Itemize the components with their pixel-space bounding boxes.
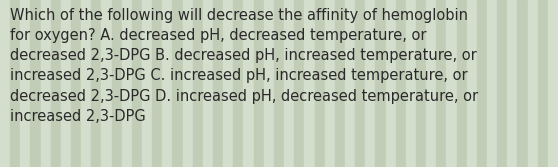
Bar (213, 0, 223, 167)
Bar (538, 0, 548, 167)
Bar (81, 0, 92, 167)
Bar (132, 0, 142, 167)
Bar (548, 0, 558, 167)
Bar (477, 0, 487, 167)
Bar (416, 0, 426, 167)
Bar (386, 0, 396, 167)
Bar (182, 0, 193, 167)
Bar (497, 0, 507, 167)
Bar (406, 0, 416, 167)
Bar (152, 0, 162, 167)
Bar (61, 0, 71, 167)
Bar (20, 0, 31, 167)
Bar (365, 0, 376, 167)
Bar (112, 0, 122, 167)
Bar (193, 0, 203, 167)
Bar (10, 0, 20, 167)
Bar (376, 0, 386, 167)
Bar (243, 0, 254, 167)
Bar (304, 0, 315, 167)
Bar (0, 0, 10, 167)
Bar (274, 0, 284, 167)
Bar (487, 0, 497, 167)
Bar (355, 0, 365, 167)
Bar (335, 0, 345, 167)
Bar (41, 0, 51, 167)
Bar (325, 0, 335, 167)
Bar (92, 0, 102, 167)
Bar (527, 0, 538, 167)
Bar (264, 0, 274, 167)
Bar (396, 0, 406, 167)
Bar (233, 0, 243, 167)
Bar (254, 0, 264, 167)
Bar (102, 0, 112, 167)
Bar (122, 0, 132, 167)
Bar (507, 0, 517, 167)
Bar (51, 0, 61, 167)
Bar (223, 0, 233, 167)
Bar (345, 0, 355, 167)
Bar (162, 0, 172, 167)
Bar (446, 0, 456, 167)
Bar (294, 0, 304, 167)
Bar (172, 0, 182, 167)
Bar (426, 0, 436, 167)
Bar (517, 0, 527, 167)
Bar (31, 0, 41, 167)
Text: Which of the following will decrease the affinity of hemoglobin
for oxygen? A. d: Which of the following will decrease the… (10, 8, 478, 124)
Bar (284, 0, 294, 167)
Bar (436, 0, 446, 167)
Bar (315, 0, 325, 167)
Bar (71, 0, 81, 167)
Bar (142, 0, 152, 167)
Bar (466, 0, 477, 167)
Bar (203, 0, 213, 167)
Bar (456, 0, 466, 167)
